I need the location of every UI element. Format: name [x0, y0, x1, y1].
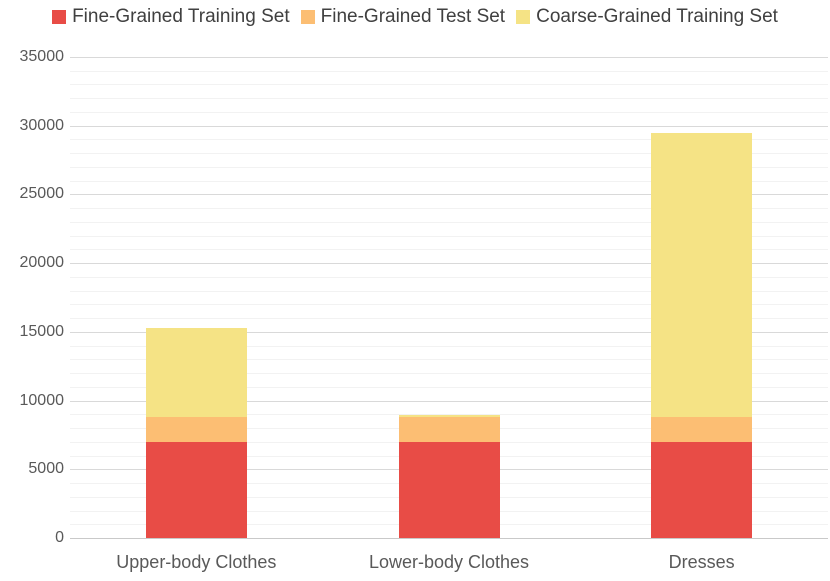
gridline-minor	[70, 139, 828, 141]
gridline-major	[70, 263, 828, 265]
gridline-minor	[70, 84, 828, 86]
y-axis-tick-label: 15000	[19, 322, 65, 340]
gridline-minor	[70, 98, 828, 100]
gridline-major	[70, 400, 828, 402]
gridline-minor	[70, 386, 828, 388]
legend-swatch-icon	[300, 10, 315, 24]
bar-segment	[145, 417, 247, 442]
y-axis-tick-label: 10000	[19, 391, 65, 409]
gridline-minor	[70, 208, 828, 210]
bar-segment	[398, 415, 500, 418]
legend-swatch-icon	[52, 10, 67, 24]
x-axis-category-label: Lower-body Clothes	[368, 552, 530, 572]
gridline-minor	[70, 249, 828, 251]
chart-legend: Fine-Grained Training Set Fine-Grained Te…	[0, 6, 830, 28]
y-axis-tick-label: 5000	[28, 460, 64, 478]
legend-item: Fine-Grained Test Set	[300, 6, 506, 28]
legend-label: Fine-Grained Test Set	[320, 6, 506, 27]
gridline-major	[70, 57, 828, 58]
gridline-major	[70, 331, 828, 333]
bar-segment	[651, 132, 753, 418]
y-axis-tick-label: 35000	[19, 48, 65, 65]
legend-swatch-icon	[516, 10, 531, 24]
gridline-minor	[70, 359, 828, 361]
legend-label: Fine-Grained Training Set	[72, 6, 290, 27]
bar-segment	[651, 441, 753, 538]
gridline-minor	[70, 304, 828, 306]
y-axis-tick-label: 25000	[19, 185, 65, 203]
bar-segment	[145, 441, 247, 538]
gridline-minor	[70, 70, 828, 72]
legend-item: Fine-Grained Training Set	[52, 6, 290, 28]
gridline-minor	[70, 166, 828, 168]
gridline-minor	[70, 276, 828, 278]
gridline-minor	[70, 414, 828, 416]
y-axis-tick-label: 20000	[19, 254, 65, 272]
bar-segment	[145, 327, 247, 418]
bar-segment	[398, 417, 500, 442]
gridline-minor	[70, 180, 828, 182]
gridline-minor	[70, 318, 828, 320]
gridline-major	[70, 125, 828, 127]
gridline-major	[70, 194, 828, 196]
legend-item: Coarse-Grained Training Set	[516, 6, 778, 28]
gridline-minor	[70, 221, 828, 223]
gridline-minor	[70, 153, 828, 155]
gridline-minor	[70, 290, 828, 292]
y-axis-tick-label: 30000	[19, 116, 65, 134]
bar-segment	[651, 417, 753, 442]
x-axis-category-label: Dresses	[668, 552, 735, 572]
gridline-minor	[70, 235, 828, 237]
y-axis-tick-label: 0	[55, 529, 64, 546]
bar-segment	[398, 441, 500, 538]
gridline-minor	[70, 373, 828, 375]
legend-label: Coarse-Grained Training Set	[536, 6, 778, 27]
x-axis-line	[70, 538, 828, 539]
gridline-minor	[70, 111, 828, 113]
x-axis-category-label: Upper-body Clothes	[116, 552, 277, 572]
gridline-minor	[70, 345, 828, 347]
